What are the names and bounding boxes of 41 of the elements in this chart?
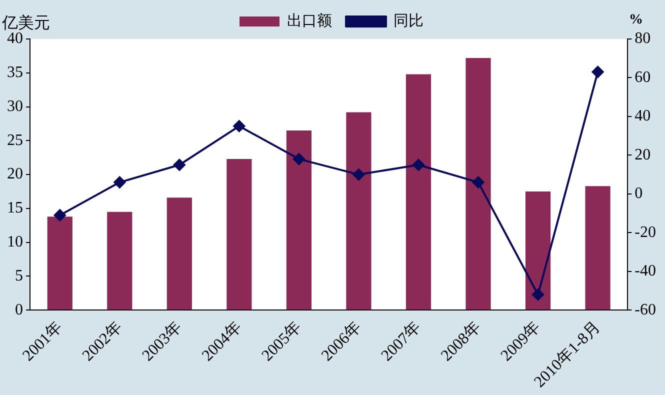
y2-tick-label: -40 bbox=[634, 262, 656, 280]
point bbox=[532, 288, 544, 301]
y-tick-label: 20 bbox=[7, 166, 23, 183]
y2-tick-label: 40 bbox=[634, 108, 651, 125]
point bbox=[54, 209, 66, 222]
bar bbox=[466, 58, 491, 310]
bar bbox=[346, 112, 372, 310]
y2-axis-title: % bbox=[629, 12, 643, 28]
y2-tick-label: 20 bbox=[634, 146, 651, 164]
y-tick-label: 30 bbox=[7, 98, 23, 115]
y2-tick-label: 80 bbox=[634, 30, 651, 48]
bar bbox=[585, 186, 610, 310]
bar bbox=[47, 216, 72, 310]
y2-tick-label: 60 bbox=[634, 68, 651, 86]
point bbox=[592, 66, 604, 78]
y-tick-label: 25 bbox=[7, 132, 23, 149]
point bbox=[472, 176, 484, 188]
y-axis-title: 亿美元 bbox=[1, 13, 50, 32]
point bbox=[412, 158, 424, 171]
point bbox=[352, 168, 365, 181]
bar bbox=[286, 130, 312, 310]
y2-tick-label: 0 bbox=[634, 185, 643, 202]
y2-tick-label: -20 bbox=[634, 224, 656, 241]
y-tick-label: 35 bbox=[7, 64, 23, 82]
bar bbox=[525, 191, 551, 310]
bar bbox=[166, 198, 192, 310]
point bbox=[233, 120, 246, 132]
point bbox=[114, 176, 126, 188]
y-tick-label: 40 bbox=[7, 30, 23, 48]
y-tick-label: 5 bbox=[15, 267, 23, 284]
bar bbox=[107, 212, 132, 310]
legend-label: 出口额 bbox=[287, 11, 332, 30]
y2-tick-label: -60 bbox=[634, 301, 656, 318]
point bbox=[173, 158, 186, 171]
y-tick-label: 0 bbox=[15, 301, 23, 318]
legend-label: 同比 bbox=[394, 11, 424, 30]
y-tick-label: 10 bbox=[7, 234, 23, 251]
bar bbox=[406, 74, 432, 310]
point bbox=[292, 153, 305, 166]
y-tick-label: 15 bbox=[7, 200, 23, 217]
bar bbox=[226, 158, 252, 310]
